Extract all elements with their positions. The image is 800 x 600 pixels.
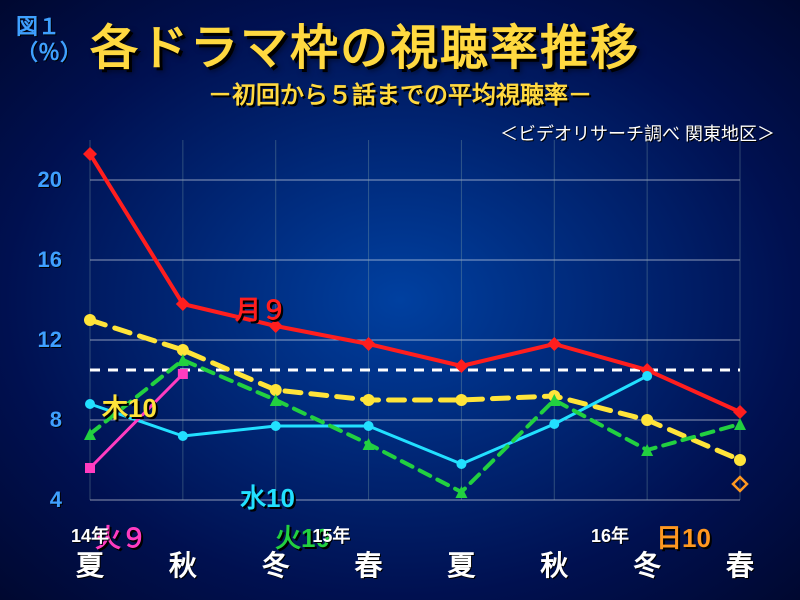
y-tick-label: 4 [50, 487, 62, 513]
x-season-label: 秋 [169, 544, 197, 584]
chart-title: 各ドラマ枠の視聴率推移 [90, 8, 640, 78]
series-label-月９: 月９ [235, 290, 287, 327]
y-tick-label: 12 [38, 327, 62, 353]
x-season-label: 夏 [447, 544, 475, 584]
x-season-label: 春 [355, 544, 383, 584]
chart-svg [70, 120, 770, 520]
y-tick-label: 16 [38, 247, 62, 273]
y-tick-label: 20 [38, 167, 62, 193]
chart-subtitle: －初回から５話までの平均視聴率－ [0, 75, 800, 110]
chart-stage: 図１ （％） 各ドラマ枠の視聴率推移 －初回から５話までの平均視聴率－ ＜ビデオ… [0, 0, 800, 600]
x-season-label: 冬 [633, 544, 661, 584]
x-season-label: 秋 [540, 544, 568, 584]
x-year-label: 15年 [312, 522, 350, 548]
figure-label: 図１ （％） [16, 14, 82, 67]
x-year-label: 16年 [591, 522, 629, 548]
figure-label-2: （％） [16, 40, 82, 66]
series-label-日10: 日10 [656, 518, 711, 555]
x-season-label: 冬 [262, 544, 290, 584]
x-season-label: 春 [726, 544, 754, 584]
figure-label-1: 図１ [16, 14, 82, 40]
x-season-label: 夏 [76, 544, 104, 584]
series-label-水10: 水10 [240, 478, 295, 515]
chart-plot-area: 48121620月９木10水10火９火10日1014年15年16年夏秋冬春夏秋冬… [70, 120, 770, 520]
y-tick-label: 8 [50, 407, 62, 433]
series-label-木10: 木10 [102, 388, 157, 425]
